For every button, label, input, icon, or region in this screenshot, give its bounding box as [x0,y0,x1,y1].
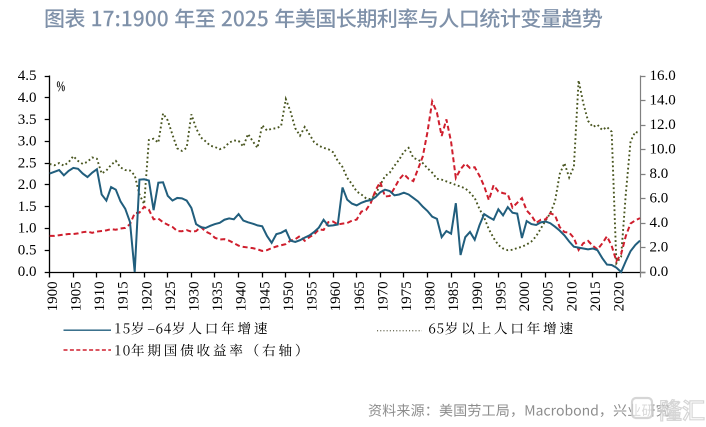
svg-text:1955: 1955 [305,281,321,311]
svg-text:1920: 1920 [139,281,155,311]
svg-text:1950: 1950 [281,281,297,311]
svg-text:1905: 1905 [68,281,84,311]
svg-text:10.0: 10.0 [650,142,676,158]
svg-text:1965: 1965 [352,281,368,311]
svg-text:1900: 1900 [45,281,61,311]
svg-text:2.5: 2.5 [18,155,37,171]
svg-text:1960: 1960 [328,281,344,311]
svg-text:1990: 1990 [470,281,486,311]
svg-text:1945: 1945 [257,281,273,311]
svg-text:1985: 1985 [446,281,462,311]
svg-text:2.0: 2.0 [650,240,669,256]
svg-text:0.5: 0.5 [18,242,37,258]
svg-text:0.0: 0.0 [18,264,37,280]
svg-text:2010: 2010 [564,281,580,311]
svg-text:1980: 1980 [423,281,439,311]
svg-text:1930: 1930 [186,281,202,311]
svg-text:1925: 1925 [163,281,179,311]
svg-text:3.0: 3.0 [18,134,37,150]
svg-text:1910: 1910 [92,281,108,311]
svg-text:1915: 1915 [116,281,132,311]
svg-text:14.0: 14.0 [650,93,676,109]
svg-text:2.0: 2.0 [18,177,37,193]
svg-text:2020: 2020 [611,281,627,311]
svg-text:1970: 1970 [375,281,391,311]
svg-text:1975: 1975 [399,281,415,311]
svg-text:4.0: 4.0 [18,90,37,106]
svg-text:2015: 2015 [588,281,604,311]
svg-text:8.0: 8.0 [650,166,669,182]
svg-text:1935: 1935 [210,281,226,311]
svg-text:16.0: 16.0 [650,68,676,84]
svg-text:1.0: 1.0 [18,221,37,237]
svg-text:12.0: 12.0 [650,117,676,133]
svg-text:2000: 2000 [517,281,533,311]
svg-text:2005: 2005 [541,281,557,311]
svg-text:0.0: 0.0 [650,264,669,280]
svg-text:1995: 1995 [493,281,509,311]
svg-text:6.0: 6.0 [650,191,669,207]
svg-text:1.5: 1.5 [18,199,37,215]
svg-text:4.5: 4.5 [18,68,37,84]
svg-text:3.5: 3.5 [18,112,37,128]
svg-text:4.0: 4.0 [650,215,669,231]
svg-text:1940: 1940 [234,281,250,311]
